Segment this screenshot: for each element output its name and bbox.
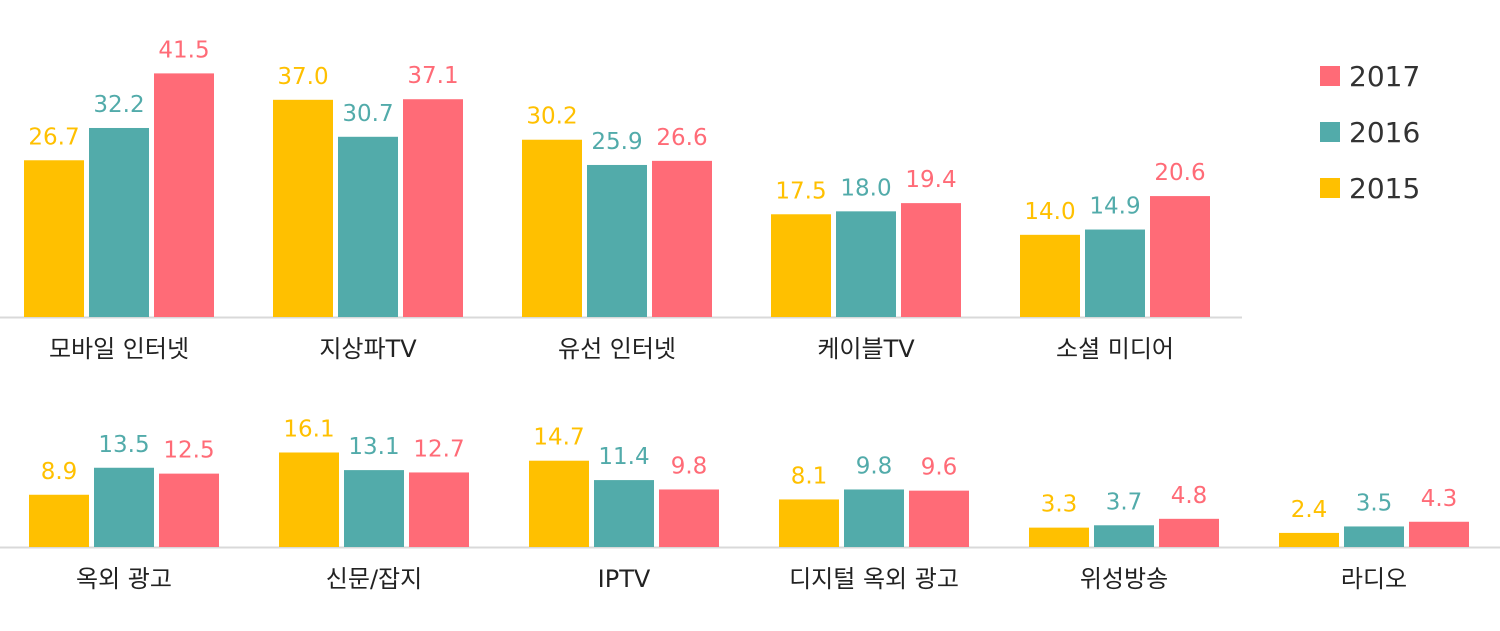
bar-2017-3 <box>909 490 969 547</box>
data-label-2017-1: 12.7 <box>413 436 464 462</box>
data-label-2016-2: 11.4 <box>598 444 649 470</box>
category-label: 유선 인터넷 <box>558 335 676 363</box>
data-label-2015-5: 2.4 <box>1291 497 1328 523</box>
bar-2016-5 <box>1344 526 1404 547</box>
data-label-2017-3: 19.4 <box>905 167 956 193</box>
bar-2015-3 <box>779 499 839 547</box>
category-label: IPTV <box>598 565 651 593</box>
bar-2017-4 <box>1159 518 1219 547</box>
data-label-2016-4: 14.9 <box>1089 194 1140 220</box>
data-label-2016-3: 9.8 <box>856 453 893 479</box>
data-label-2017-0: 41.5 <box>158 37 209 63</box>
bar-2016-0 <box>94 467 154 547</box>
data-label-2015-3: 17.5 <box>775 178 826 204</box>
data-label-2016-3: 18.0 <box>840 175 891 201</box>
bar-2017-2 <box>659 489 719 547</box>
bar-2016-3 <box>844 489 904 547</box>
legend-swatch-2016 <box>1320 122 1340 142</box>
data-label-2017-4: 4.8 <box>1171 483 1208 509</box>
data-label-2017-2: 26.6 <box>656 125 707 151</box>
legend-label-2015: 2015 <box>1349 172 1420 205</box>
data-label-2015-1: 37.0 <box>277 64 328 90</box>
bar-2017-2 <box>652 160 712 317</box>
data-label-2015-0: 8.9 <box>41 459 78 485</box>
data-label-2016-4: 3.7 <box>1106 489 1143 515</box>
category-label: 지상파TV <box>319 335 417 363</box>
category-label: 위성방송 <box>1080 565 1168 593</box>
category-label: 옥외 광고 <box>76 565 172 593</box>
data-label-2017-1: 37.1 <box>407 63 458 89</box>
bar-2015-2 <box>522 139 582 317</box>
data-label-2015-1: 16.1 <box>283 416 334 442</box>
data-label-2015-2: 14.7 <box>533 425 584 451</box>
bar-2015-3 <box>771 214 831 317</box>
data-label-2017-2: 9.8 <box>671 453 708 479</box>
category-label: 소셜 미디어 <box>1056 335 1174 363</box>
legend-label-2016: 2016 <box>1349 116 1420 149</box>
bar-2017-4 <box>1150 196 1210 317</box>
data-label-2016-0: 32.2 <box>93 92 144 118</box>
bar-2016-1 <box>338 136 398 317</box>
bar-2016-0 <box>89 127 149 318</box>
category-label: 신문/잡지 <box>326 565 422 593</box>
data-label-2016-1: 30.7 <box>342 101 393 127</box>
bar-2016-3 <box>836 211 896 317</box>
data-label-2017-5: 4.3 <box>1421 486 1458 512</box>
bar-2016-4 <box>1094 525 1154 547</box>
data-label-2016-0: 13.5 <box>98 432 149 458</box>
category-label: 디지털 옥외 광고 <box>789 565 959 593</box>
data-label-2015-0: 26.7 <box>28 124 79 150</box>
category-label: 모바일 인터넷 <box>49 335 189 363</box>
data-label-2015-2: 30.2 <box>526 104 577 130</box>
legend-swatch-2017 <box>1320 66 1340 86</box>
data-label-2016-1: 13.1 <box>348 434 399 460</box>
data-label-2015-3: 8.1 <box>791 463 828 489</box>
bar-2015-1 <box>279 452 339 547</box>
bar-2015-0 <box>24 160 84 317</box>
data-label-2016-2: 25.9 <box>591 129 642 155</box>
data-label-2016-5: 3.5 <box>1356 490 1393 516</box>
data-label-2017-0: 12.5 <box>163 438 214 464</box>
bar-2017-1 <box>403 99 463 318</box>
bar-2016-1 <box>344 470 404 547</box>
bar-2016-2 <box>587 164 647 317</box>
bar-2017-1 <box>409 472 469 547</box>
bar-2015-0 <box>29 494 89 547</box>
bar-2015-4 <box>1020 234 1080 317</box>
category-label: 케이블TV <box>817 335 915 363</box>
bar-2016-4 <box>1085 229 1145 317</box>
legend-swatch-2015 <box>1320 178 1340 198</box>
bar-2017-0 <box>159 473 219 547</box>
data-label-2015-4: 3.3 <box>1041 492 1078 518</box>
bar-2015-1 <box>273 99 333 317</box>
bar-2017-3 <box>901 203 961 317</box>
data-label-2017-4: 20.6 <box>1154 160 1205 186</box>
data-label-2017-3: 9.6 <box>921 455 958 481</box>
bar-2016-2 <box>594 480 654 547</box>
data-label-2015-4: 14.0 <box>1024 199 1075 225</box>
bar-2015-5 <box>1279 532 1339 547</box>
bar-2015-4 <box>1029 527 1089 547</box>
bar-2017-0 <box>154 73 214 318</box>
bar-2015-2 <box>529 460 589 547</box>
bar-2017-5 <box>1409 521 1469 547</box>
legend-label-2017: 2017 <box>1349 60 1420 93</box>
category-label: 라디오 <box>1341 565 1407 593</box>
